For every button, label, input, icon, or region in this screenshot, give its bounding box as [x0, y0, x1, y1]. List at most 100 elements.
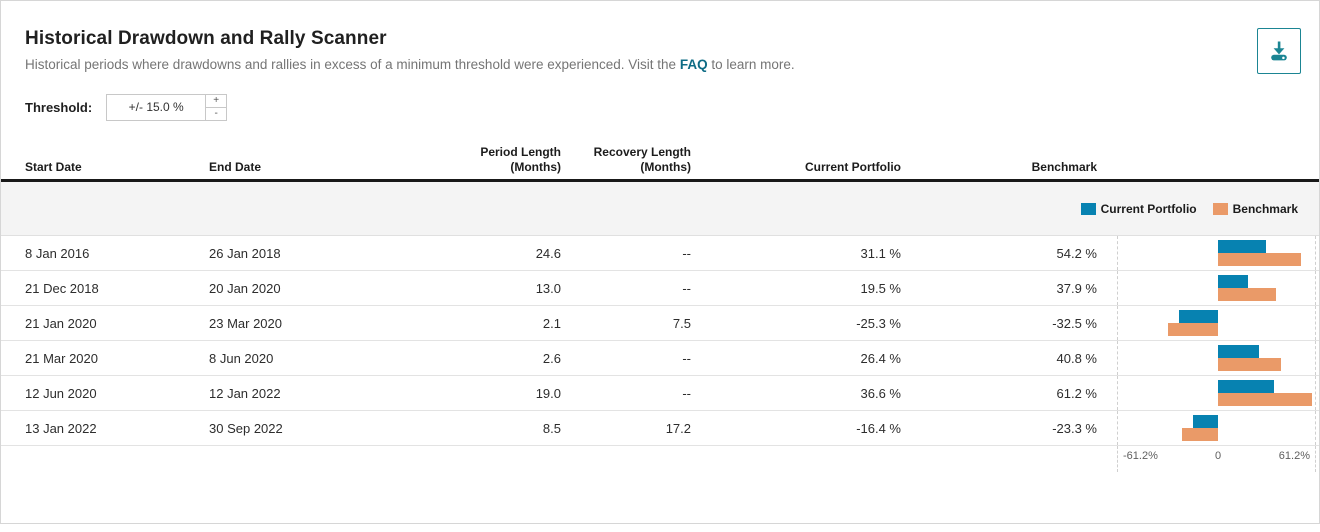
chart-axis-row: -61.2% 0 61.2% — [1, 446, 1319, 472]
table-row: 21 Jan 2020 23 Mar 2020 2.1 7.5 -25.3 % -32.5… — [1, 306, 1319, 341]
end-date-cell: 30 Sep 2022 — [209, 420, 283, 436]
period-length-cell: 2.1 — [542, 315, 561, 331]
benchmark-bar — [1218, 288, 1276, 301]
table-body: 8 Jan 2016 26 Jan 2018 24.6 -- 31.1 % 54.2 % 2… — [1, 236, 1319, 446]
threshold-input[interactable]: +/- 15.0 % — [106, 93, 207, 121]
current-portfolio-bar — [1218, 275, 1248, 288]
page-title: Historical Drawdown and Rally Scanner — [25, 28, 387, 49]
benchmark-bar — [1218, 358, 1281, 371]
recovery-length-cell: -- — [682, 280, 691, 296]
page-subtitle: Historical periods where drawdowns and r… — [25, 57, 1295, 72]
bar-chart-cell — [1117, 411, 1319, 445]
download-icon — [1271, 41, 1287, 61]
start-date-cell: 8 Jan 2016 — [25, 245, 90, 261]
table-row: 8 Jan 2016 26 Jan 2018 24.6 -- 31.1 % 54.2 % — [1, 236, 1319, 271]
axis-plot-area: -61.2% 0 61.2% — [1117, 446, 1316, 472]
benchmark-cell: -32.5 % — [1052, 315, 1097, 331]
bar-chart-cell — [1117, 271, 1319, 305]
table-row: 21 Mar 2020 8 Jun 2020 2.6 -- 26.4 % 40.8 % — [1, 341, 1319, 376]
column-header-current-portfolio: Current Portfolio — [805, 159, 901, 174]
column-header-recovery-length: Recovery Length (Months) — [593, 145, 691, 174]
recovery-length-cell: -- — [682, 385, 691, 401]
current-portfolio-cell: -25.3 % — [856, 315, 901, 331]
chart-legend: Current Portfolio Benchmark — [1080, 201, 1298, 216]
end-date-cell: 26 Jan 2018 — [209, 245, 281, 261]
bar-chart-cell — [1117, 341, 1319, 375]
period-length-cell: 24.6 — [535, 245, 561, 261]
column-header-end-date: End Date — [209, 159, 262, 174]
benchmark-bar — [1218, 393, 1312, 406]
legend-swatch — [1212, 202, 1228, 215]
subtitle-text-before: Historical periods where drawdowns and r… — [25, 57, 680, 72]
column-header-chart — [1117, 138, 1319, 179]
threshold-decrement-button[interactable]: - — [206, 106, 227, 120]
download-button[interactable] — [1257, 28, 1301, 74]
benchmark-cell: 37.9 % — [1056, 280, 1097, 296]
bar-plot — [1117, 376, 1316, 410]
recovery-length-cell: -- — [682, 245, 691, 261]
current-portfolio-cell: 31.1 % — [860, 245, 901, 261]
bar-plot — [1117, 341, 1316, 375]
bar-plot — [1117, 411, 1316, 445]
recovery-length-cell: 17.2 — [665, 420, 691, 436]
benchmark-bar — [1168, 323, 1218, 336]
start-date-cell: 21 Jan 2020 — [25, 315, 97, 331]
current-portfolio-cell: -16.4 % — [856, 420, 901, 436]
end-date-cell: 8 Jun 2020 — [209, 350, 274, 366]
recovery-length-cell: -- — [682, 350, 691, 366]
end-date-cell: 12 Jan 2022 — [209, 385, 281, 401]
period-length-cell: 13.0 — [535, 280, 561, 296]
legend-swatch — [1080, 202, 1096, 215]
start-date-cell: 21 Dec 2018 — [25, 280, 99, 296]
current-portfolio-cell: 19.5 % — [860, 280, 901, 296]
period-length-cell: 19.0 — [535, 385, 561, 401]
axis-spacer — [1, 446, 1117, 472]
benchmark-cell: -23.3 % — [1052, 420, 1097, 436]
end-date-cell: 20 Jan 2020 — [209, 280, 281, 296]
current-portfolio-bar — [1193, 415, 1218, 428]
bar-chart-cell — [1117, 236, 1319, 270]
threshold-label: Threshold: — [25, 99, 93, 115]
recovery-length-cell: 7.5 — [672, 315, 691, 331]
legend-label: Benchmark — [1232, 201, 1298, 216]
faq-link[interactable]: FAQ — [679, 57, 708, 72]
legend-item: Benchmark — [1212, 201, 1298, 216]
start-date-cell: 12 Jun 2020 — [25, 385, 97, 401]
subtitle-text-after: to learn more. — [707, 57, 795, 72]
table-row: 13 Jan 2022 30 Sep 2022 8.5 17.2 -16.4 % -23.… — [1, 411, 1319, 446]
column-header-benchmark: Benchmark — [1031, 159, 1097, 174]
benchmark-cell: 40.8 % — [1056, 350, 1097, 366]
threshold-increment-button[interactable]: + — [213, 94, 220, 106]
current-portfolio-cell: 26.4 % — [860, 350, 901, 366]
end-date-cell: 23 Mar 2020 — [209, 315, 282, 331]
benchmark-bar — [1218, 253, 1301, 266]
legend-label: Current Portfolio — [1100, 201, 1197, 216]
column-header-start-date: Start Date — [25, 159, 82, 174]
axis-tick-min: -61.2% — [1123, 450, 1158, 462]
current-portfolio-bar — [1218, 380, 1274, 393]
chart-x-axis: -61.2% 0 61.2% — [1117, 446, 1319, 472]
start-date-cell: 21 Mar 2020 — [25, 350, 98, 366]
bar-chart-cell — [1117, 376, 1319, 410]
current-portfolio-bar — [1218, 345, 1259, 358]
period-length-cell: 2.6 — [542, 350, 561, 366]
current-portfolio-bar — [1179, 310, 1218, 323]
start-date-cell: 13 Jan 2022 — [25, 420, 97, 436]
column-header-period-length: Period Length (Months) — [480, 145, 561, 174]
legend-item: Current Portfolio — [1080, 201, 1197, 216]
table-header: Start Date End Date Period Length (Months) R… — [1, 138, 1319, 182]
bar-plot — [1117, 271, 1316, 305]
table-row: 21 Dec 2018 20 Jan 2020 13.0 -- 19.5 % 37.9 % — [1, 271, 1319, 306]
axis-tick-zero: 0 — [1214, 450, 1222, 462]
threshold-control: Threshold: +/- 15.0 % + - — [25, 93, 1295, 121]
bar-chart-cell — [1117, 306, 1319, 340]
table-row: 12 Jun 2020 12 Jan 2022 19.0 -- 36.6 % 61.2 % — [1, 376, 1319, 411]
benchmark-bar — [1182, 428, 1218, 441]
period-length-cell: 8.5 — [542, 420, 561, 436]
axis-tick-max: 61.2% — [1278, 450, 1310, 462]
current-portfolio-cell: 36.6 % — [860, 385, 901, 401]
benchmark-cell: 54.2 % — [1056, 245, 1097, 261]
legend-band: Current Portfolio Benchmark — [1, 182, 1319, 236]
bar-plot — [1117, 236, 1316, 270]
